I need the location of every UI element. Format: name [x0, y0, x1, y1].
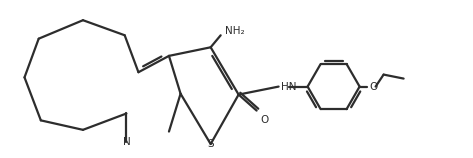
Text: NH₂: NH₂: [225, 26, 244, 36]
Text: O: O: [261, 115, 269, 125]
Text: N: N: [123, 137, 130, 147]
Text: O: O: [369, 82, 378, 92]
Text: HN: HN: [280, 82, 296, 92]
Text: S: S: [207, 139, 214, 149]
